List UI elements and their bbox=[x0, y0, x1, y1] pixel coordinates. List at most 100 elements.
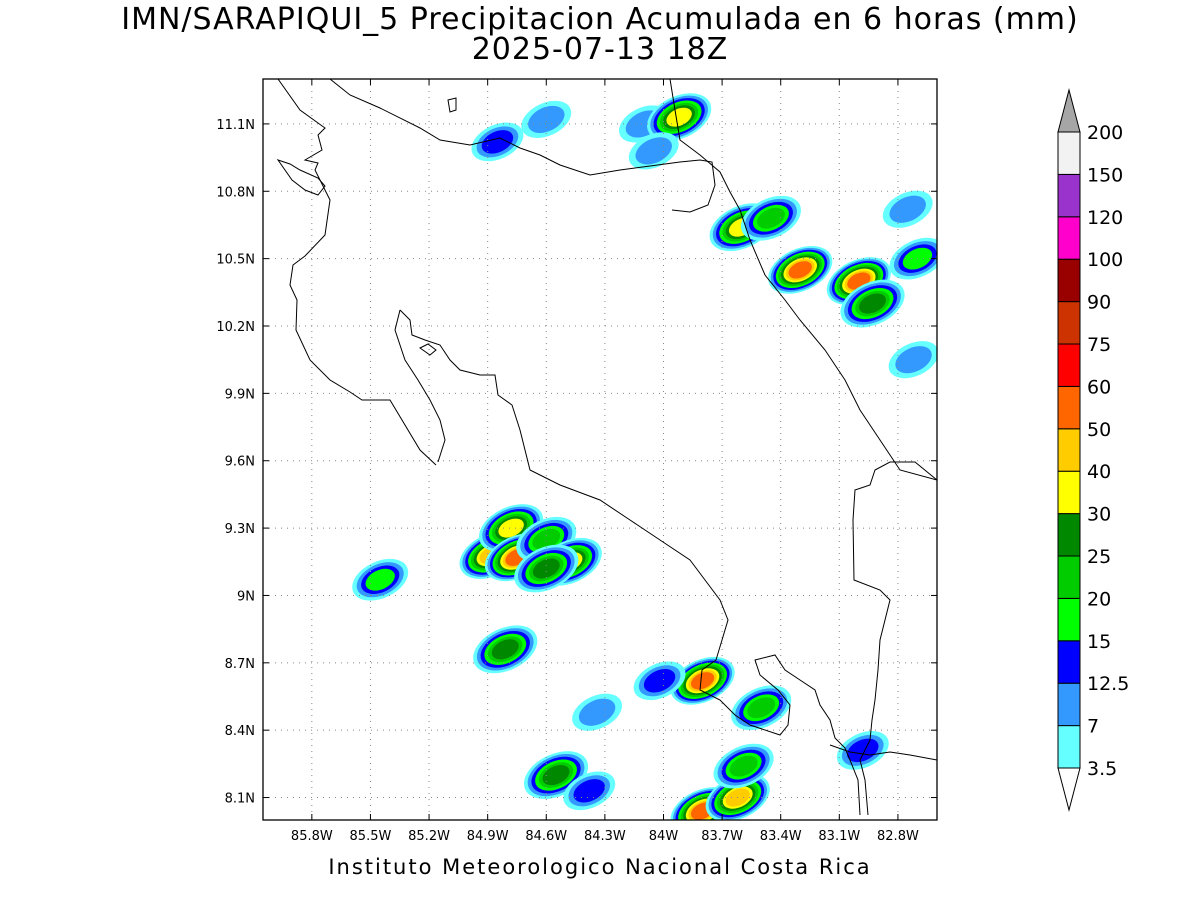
precip-cell bbox=[731, 685, 792, 731]
colorbar-label: 50 bbox=[1087, 419, 1111, 441]
lat-tick-label: 8.1N bbox=[225, 792, 255, 807]
precip-cell bbox=[713, 743, 774, 789]
latitude-axis: 11.1N 10.8N 10.5N 10.2N 9.9N 9.6N 9.3N 9N 8.7N 8.… bbox=[216, 118, 937, 807]
panama-border bbox=[852, 461, 937, 816]
lon-tick-label: 84.3W bbox=[584, 829, 626, 844]
colorbar-bin bbox=[1057, 555, 1081, 599]
precip-cell bbox=[647, 93, 712, 142]
colorbar-bin bbox=[1057, 597, 1081, 642]
lon-tick-label: 83.7W bbox=[701, 829, 743, 844]
plot-frame bbox=[262, 78, 938, 821]
colorbar-label: 60 bbox=[1087, 376, 1111, 398]
precip-contour bbox=[542, 765, 570, 786]
colorbar-label: 150 bbox=[1087, 164, 1123, 186]
colorbar-label: 40 bbox=[1087, 461, 1111, 483]
colorbar-label: 120 bbox=[1087, 207, 1123, 229]
colorbar-bin bbox=[1057, 470, 1081, 515]
precip-contour bbox=[635, 137, 672, 165]
precip-contour bbox=[895, 346, 932, 374]
panama-coast bbox=[829, 744, 937, 761]
longitude-axis: 85.8W 85.5W 85.2W 84.9W 84.6W 84.3W 84W 83.7W 83… bbox=[291, 79, 919, 844]
precip-cell bbox=[768, 245, 833, 294]
precip-cell bbox=[888, 341, 937, 379]
colorbar-over-triangle bbox=[1057, 88, 1081, 133]
precip-contour bbox=[889, 195, 926, 223]
colorbar-bin bbox=[1057, 173, 1081, 218]
lon-tick-label: 85.8W bbox=[291, 829, 333, 844]
precip-contour bbox=[491, 639, 519, 660]
colorbar-label: 75 bbox=[1087, 334, 1111, 356]
small-island bbox=[419, 343, 437, 356]
lat-tick-label: 8.4N bbox=[225, 724, 255, 739]
precip-cell bbox=[840, 279, 905, 328]
coastline bbox=[276, 79, 937, 816]
colorbar-label: 15 bbox=[1087, 631, 1111, 653]
colorbar-label: 12.5 bbox=[1087, 673, 1129, 695]
precip-contour bbox=[643, 669, 676, 693]
colorbar-bin bbox=[1057, 428, 1081, 472]
map-title: IMN/SARAPIQUI_5 Precipitacion Acumulada … bbox=[121, 2, 1079, 37]
colorbar-label: 25 bbox=[1087, 546, 1111, 568]
colorbar-bin bbox=[1057, 725, 1081, 769]
lat-tick-label: 11.1N bbox=[216, 118, 255, 133]
colorbar-label: 7 bbox=[1087, 716, 1099, 738]
colorbar-label: 20 bbox=[1087, 588, 1111, 610]
lon-tick-label: 84.6W bbox=[525, 829, 567, 844]
colorbar-bin bbox=[1057, 131, 1081, 175]
precip-cell bbox=[473, 625, 538, 674]
colorbar-bin bbox=[1057, 682, 1081, 727]
precip-contour bbox=[481, 130, 514, 154]
colorbar-bin bbox=[1057, 385, 1081, 430]
lon-tick-label: 84.9W bbox=[467, 829, 509, 844]
lon-tick-label: 83.1W bbox=[818, 829, 860, 844]
precip-cell bbox=[521, 100, 572, 138]
precip-cell bbox=[740, 195, 801, 241]
precip-contour bbox=[532, 558, 560, 579]
precip-contour bbox=[847, 738, 879, 763]
colorbar-label: 100 bbox=[1087, 249, 1123, 271]
precip-contour bbox=[528, 105, 565, 134]
lat-tick-label: 10.8N bbox=[216, 185, 255, 200]
precip-contour bbox=[788, 261, 812, 279]
precip-cell bbox=[352, 558, 409, 601]
precip-contour bbox=[578, 698, 616, 726]
pacific-coast bbox=[399, 309, 861, 816]
colorbar-label: 3.5 bbox=[1087, 758, 1117, 780]
precip-contour bbox=[666, 107, 692, 127]
lat-tick-label: 9.3N bbox=[225, 522, 255, 537]
precipitation-field bbox=[352, 93, 937, 820]
colorbar-bin bbox=[1057, 258, 1081, 303]
map-valid-time: 2025-07-13 18Z bbox=[471, 32, 729, 67]
colorbar-bin bbox=[1057, 216, 1081, 260]
lon-tick-label: 82.8W bbox=[877, 829, 919, 844]
nicoya-inner bbox=[394, 309, 446, 463]
colorbar-bin bbox=[1057, 513, 1081, 557]
colorbar-label: 90 bbox=[1087, 292, 1111, 314]
lon-tick-label: 85.5W bbox=[350, 829, 392, 844]
lon-tick-label: 83.4W bbox=[760, 829, 802, 844]
colorbar-label: 30 bbox=[1087, 504, 1111, 526]
precip-contour bbox=[859, 293, 887, 314]
precip-contour bbox=[729, 755, 758, 777]
lon-tick-label: 84W bbox=[649, 829, 679, 844]
precip-contour bbox=[532, 528, 561, 550]
precip-contour bbox=[747, 697, 776, 719]
lake-shore bbox=[329, 79, 716, 213]
precip-cell bbox=[882, 190, 933, 228]
lon-tick-label: 85.2W bbox=[408, 829, 450, 844]
lat-tick-label: 9.9N bbox=[225, 387, 255, 402]
precip-cell bbox=[471, 122, 524, 162]
graticule bbox=[263, 79, 937, 820]
precip-cell bbox=[514, 544, 579, 593]
colorbar-bin bbox=[1057, 343, 1081, 387]
coastline-north bbox=[277, 79, 437, 466]
colorbar-bin bbox=[1057, 301, 1081, 345]
coastline-north-2 bbox=[276, 159, 326, 196]
precip-contour bbox=[756, 207, 785, 229]
colorbar-bin bbox=[1057, 640, 1081, 684]
precip-cell bbox=[633, 661, 686, 701]
precip-cell bbox=[563, 771, 616, 811]
caribbean-coast bbox=[669, 79, 937, 481]
colorbar-label: 200 bbox=[1087, 122, 1123, 144]
